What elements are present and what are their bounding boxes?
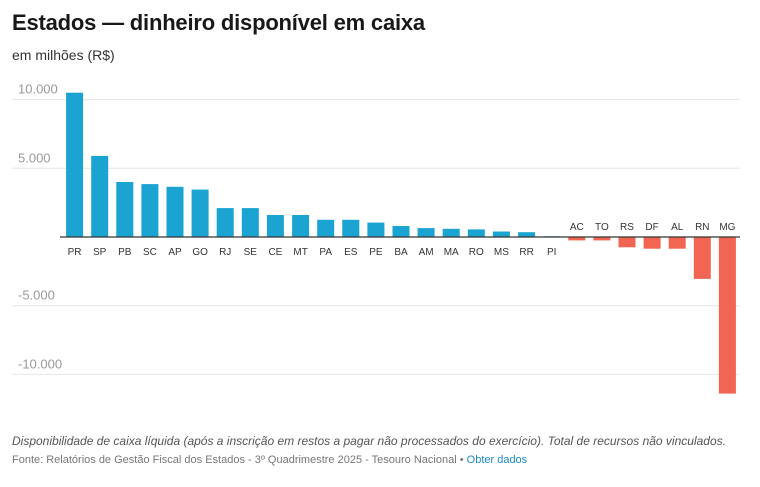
source-line: Fonte: Relatórios de Gestão Fiscal dos E… — [12, 454, 527, 466]
bar-es — [342, 219, 360, 237]
bar-ma — [442, 228, 460, 237]
y-tick-label: -5.000 — [18, 288, 55, 303]
x-tick-label: RJ — [219, 247, 231, 258]
x-tick-label: MG — [719, 222, 735, 233]
chart-note: Disponibilidade de caixa líquida (após a… — [12, 434, 726, 448]
bar-pb — [116, 182, 134, 237]
y-tick-label: 5.000 — [18, 150, 51, 165]
x-tick-label: SC — [143, 247, 157, 258]
x-tick-label: RR — [519, 247, 533, 258]
bar-sp — [91, 155, 109, 237]
x-tick-label: DF — [645, 222, 658, 233]
bar-am — [417, 228, 435, 237]
x-tick-label: ES — [344, 247, 358, 258]
bar-rj — [216, 208, 234, 237]
bar-ap — [166, 186, 184, 237]
bar-pe — [367, 222, 385, 237]
bar-ro — [467, 229, 485, 237]
bar-chart: 10.000 5.000 -5.000 -10.000 PR SP PB SC AP GO RJ SE… — [12, 82, 740, 394]
bar-df — [643, 237, 661, 249]
x-tick-label: SP — [93, 247, 107, 258]
x-tick-label: AM — [419, 247, 434, 258]
bar-ce — [266, 215, 284, 237]
x-tick-label: AC — [570, 222, 584, 233]
chart-title: Estados — dinheiro disponível em caixa — [12, 10, 425, 35]
bar-ms — [492, 231, 510, 237]
x-tick-label: PA — [319, 247, 332, 258]
x-tick-label: MA — [444, 247, 459, 258]
x-tick-label: GO — [192, 247, 208, 258]
y-tick-label: -10.000 — [18, 356, 62, 371]
x-tick-label: AL — [671, 222, 684, 233]
x-tick-label: MS — [494, 247, 509, 258]
bar-ba — [392, 226, 410, 237]
get-data-link[interactable]: Obter dados — [466, 454, 528, 466]
bar-mg — [718, 237, 736, 394]
source-separator: • — [459, 454, 464, 466]
y-tick-label: 10.000 — [18, 82, 58, 97]
bar-pa — [317, 219, 335, 237]
source-text: Fonte: Relatórios de Gestão Fiscal dos E… — [12, 454, 457, 466]
x-tick-label: BA — [394, 247, 408, 258]
x-tick-label: SE — [244, 247, 258, 258]
bar-to — [593, 237, 611, 241]
chart-subtitle: em milhões (R$) — [12, 47, 115, 63]
x-tick-label: PB — [118, 247, 132, 258]
x-tick-label: RN — [695, 222, 709, 233]
bar-rs — [618, 237, 636, 248]
bar-ac — [568, 237, 586, 241]
bar-mt — [292, 215, 310, 237]
bar-sc — [141, 184, 159, 237]
x-tick-label: PE — [369, 247, 383, 258]
bar-go — [191, 189, 209, 237]
bar-rr — [518, 232, 536, 237]
x-tick-label: PI — [547, 247, 556, 258]
x-tick-label: RS — [620, 222, 634, 233]
bar-rn — [693, 237, 711, 279]
x-tick-label: PR — [68, 247, 82, 258]
x-tick-label: MT — [293, 247, 307, 258]
bar-se — [241, 208, 259, 237]
bar-pr — [66, 92, 84, 237]
x-tick-label: AP — [168, 247, 182, 258]
x-tick-label: RO — [469, 247, 484, 258]
x-tick-label: TO — [595, 222, 609, 233]
x-tick-label: CE — [268, 247, 282, 258]
bar-al — [668, 237, 686, 249]
